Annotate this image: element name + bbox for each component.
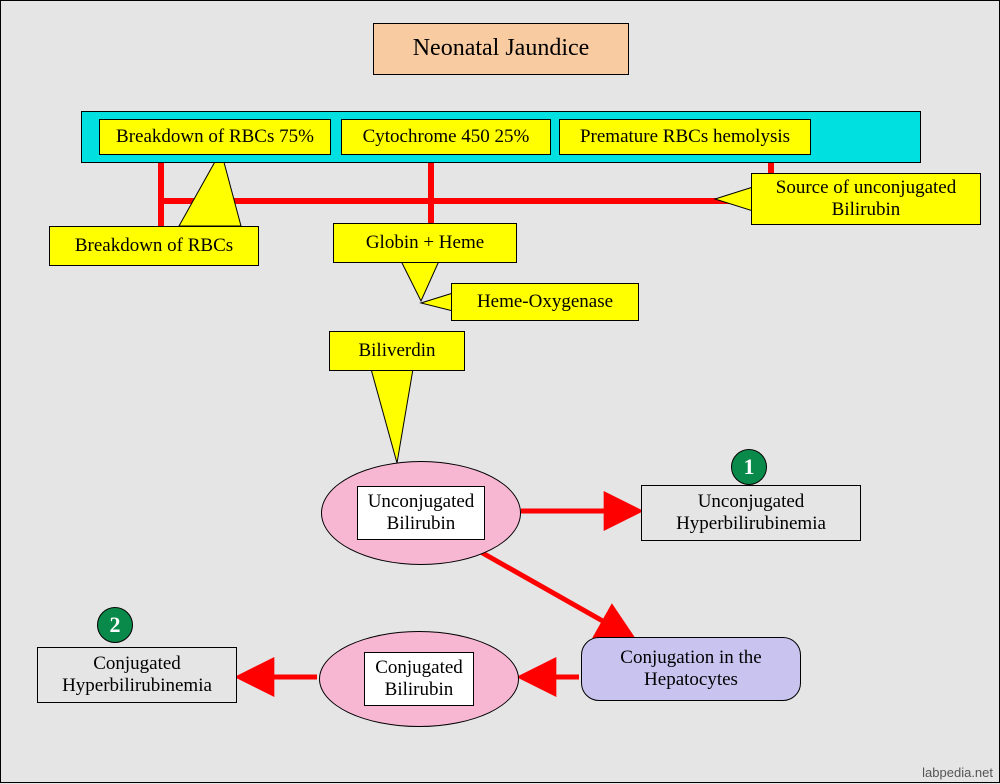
callout-source-unconj: Source of unconjugated Bilirubin (751, 173, 981, 225)
callout-label: Breakdown of RBCs (75, 235, 233, 257)
callout-breakdown-rbcs: Breakdown of RBCs (49, 226, 259, 266)
callout-label: Source of unconjugated Bilirubin (776, 177, 956, 221)
src-item-premature: Premature RBCs hemolysis (559, 119, 811, 155)
callout-globin-heme: Globin + Heme (333, 223, 517, 263)
badge-label: 2 (110, 612, 121, 638)
node-label: Conjugated Bilirubin (364, 652, 474, 706)
node-conjugation: Conjugation in the Hepatocytes (581, 637, 801, 701)
callout-label: Heme-Oxygenase (477, 291, 613, 313)
src-item-label: Cytochrome 450 25% (363, 126, 530, 148)
callout-label: Biliverdin (358, 340, 435, 362)
node-unconj-bilirubin: Unconjugated Bilirubin (321, 461, 521, 565)
title-text: Neonatal Jaundice (413, 35, 590, 63)
src-item-label: Breakdown of RBCs 75% (116, 126, 314, 148)
node-conj-bilirubin: Conjugated Bilirubin (319, 631, 519, 727)
node-label: Unconjugated Hyperbilirubinemia (676, 491, 826, 535)
src-item-rbc75: Breakdown of RBCs 75% (99, 119, 331, 155)
node-label: Unconjugated Bilirubin (357, 486, 486, 540)
badge-label: 1 (744, 454, 755, 480)
node-conj-hyper: Conjugated Hyperbilirubinemia (37, 647, 237, 703)
node-unconj-hyper: Unconjugated Hyperbilirubinemia (641, 485, 861, 541)
callout-heme-oxygenase: Heme-Oxygenase (451, 283, 639, 321)
src-item-label: Premature RBCs hemolysis (580, 126, 790, 148)
title-box: Neonatal Jaundice (373, 23, 629, 75)
callout-label: Globin + Heme (366, 232, 484, 254)
callout-biliverdin: Biliverdin (329, 331, 465, 371)
src-item-cyt450: Cytochrome 450 25% (341, 119, 551, 155)
node-label: Conjugated Hyperbilirubinemia (62, 653, 212, 697)
badge-1: 1 (731, 449, 767, 485)
watermark: labpedia.net (922, 765, 993, 780)
node-label: Conjugation in the Hepatocytes (620, 647, 761, 691)
badge-2: 2 (97, 607, 133, 643)
diagram-canvas: Neonatal Jaundice Breakdown of RBCs 75% … (0, 0, 1000, 783)
